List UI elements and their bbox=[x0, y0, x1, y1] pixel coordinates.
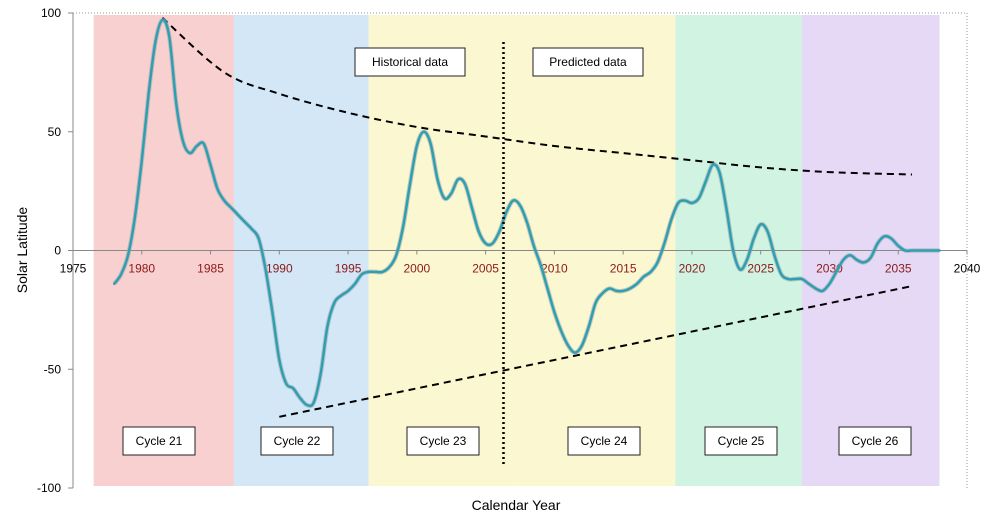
x-axis-ticks: 1975 1980 1985 1990 1995 2000 2005 2010 2015 2020… bbox=[60, 250, 981, 276]
y-tick-label: 50 bbox=[48, 125, 62, 139]
y-axis-ticks: 100 50 0 -50 -100 bbox=[37, 6, 73, 495]
cycle-22-label: Cycle 22 bbox=[274, 434, 321, 448]
x-tick-label: 1980 bbox=[128, 262, 155, 276]
y-tick-label: 0 bbox=[54, 244, 61, 258]
y-tick-label: -100 bbox=[37, 481, 61, 495]
x-tick-label: 2040 bbox=[954, 262, 981, 276]
envelope-lines bbox=[161, 17, 913, 418]
cycle-25-label: Cycle 25 bbox=[718, 434, 765, 448]
cycle-22-box bbox=[260, 426, 334, 456]
cycle-23-label: Cycle 23 bbox=[420, 434, 467, 448]
cycle-label-boxes: Cycle 21 Cycle 22 Cycle 23 Cycle 24 Cycle 25… bbox=[122, 426, 912, 456]
predicted-data-box bbox=[532, 47, 644, 77]
x-tick-label: 2025 bbox=[747, 262, 774, 276]
x-tick-label: 1995 bbox=[335, 262, 362, 276]
predicted-data-label: Predicted data bbox=[549, 55, 627, 69]
series-line-1 bbox=[113, 18, 941, 408]
cycle-21-label: Cycle 21 bbox=[136, 434, 183, 448]
lower-envelope-line bbox=[279, 285, 913, 418]
cycle-25-box bbox=[704, 426, 778, 456]
cycle-26-label: Cycle 26 bbox=[852, 434, 899, 448]
cycle-24-box bbox=[567, 426, 641, 456]
x-tick-label: 1990 bbox=[266, 262, 293, 276]
series-lines bbox=[112, 17, 941, 409]
cycle-21-box bbox=[122, 426, 196, 456]
x-axis-title: Calendar Year bbox=[472, 497, 561, 513]
upper-envelope-line bbox=[161, 17, 913, 176]
x-tick-label: 2015 bbox=[610, 262, 637, 276]
annotation-boxes: Historical data Predicted data bbox=[354, 47, 644, 77]
x-tick-label: 2035 bbox=[885, 262, 912, 276]
x-tick-label: 1985 bbox=[197, 262, 224, 276]
x-tick-label: 2005 bbox=[472, 262, 499, 276]
x-tick-label: 2010 bbox=[541, 262, 568, 276]
y-tick-label: -50 bbox=[44, 362, 62, 376]
y-axis-title: Solar Latitude bbox=[14, 207, 30, 294]
x-tick-label: 2000 bbox=[403, 262, 430, 276]
cycle-26-box bbox=[838, 426, 912, 456]
cycle-24-label: Cycle 24 bbox=[581, 434, 628, 448]
historical-data-label: Historical data bbox=[372, 55, 448, 69]
x-tick-label: 1975 bbox=[60, 262, 87, 276]
y-tick-label: 100 bbox=[41, 6, 61, 20]
historical-data-box bbox=[354, 47, 466, 77]
x-tick-label: 2020 bbox=[679, 262, 706, 276]
cycle-23-box bbox=[406, 426, 480, 456]
